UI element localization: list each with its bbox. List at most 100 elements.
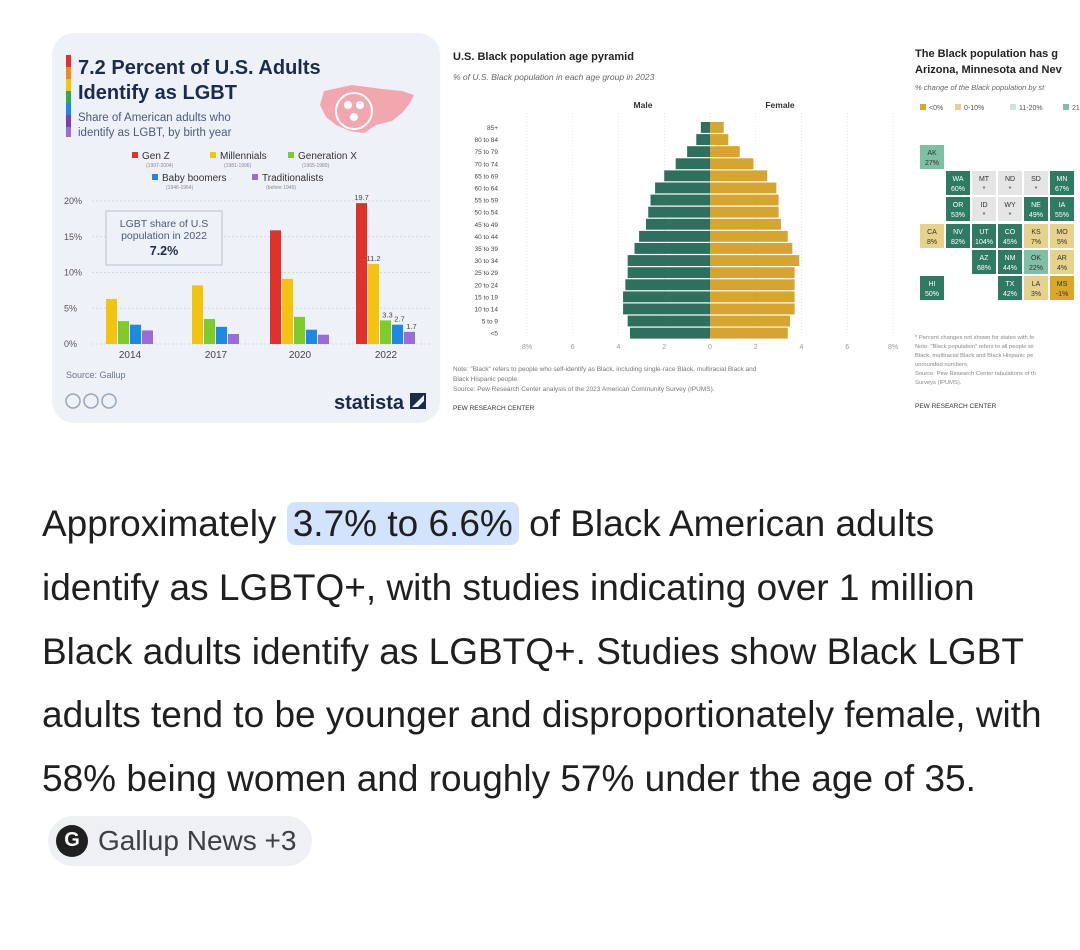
map-legend-label-1: 0-10% (964, 105, 984, 112)
tile-CA (920, 224, 944, 248)
tile-state-NE: NE (1031, 202, 1041, 209)
tile-AK (920, 145, 944, 169)
tile-OR (946, 197, 970, 221)
map-tiles: AK 27% WA 60% MT * ND * SD * MN 67% OR 53% ID * WY * NE 49%… (920, 145, 1074, 300)
tile-value-IA: 55% (1055, 212, 1069, 219)
pyr-male-9 (645, 218, 710, 230)
bar-2020-traditionalists (318, 334, 329, 344)
image-result-pew-map[interactable]: The Black population has g Arizona, Minn… (910, 33, 1080, 423)
tile-ND (998, 171, 1022, 195)
pyr-male-10 (648, 206, 710, 218)
pyr-male-11 (650, 194, 710, 206)
tile-NM (998, 250, 1022, 274)
tile-state-MN: MN (1057, 176, 1068, 183)
tile-SD (1024, 171, 1048, 195)
map-note-line4: unrounded numbers. (915, 362, 969, 368)
answer-highlight[interactable]: 3.7% to 6.6% (286, 502, 519, 545)
tile-MN (1050, 171, 1074, 195)
map-title-line2: Arizona, Minnesota and Nev (915, 64, 1063, 76)
bar-2014-baby-boomers (130, 324, 141, 344)
callout-line2: population in 2022 (121, 230, 207, 242)
statista-subtitle-line1: Share of American adults who (78, 112, 231, 124)
pyr-male-0 (629, 327, 710, 339)
pyr-female-8 (710, 230, 788, 242)
pyramid-note-line3: Source: Pew Research Center analysis of … (453, 386, 715, 393)
tile-MT (972, 171, 996, 195)
pyr-female-3 (710, 291, 795, 303)
lgbt-share-callout (105, 210, 223, 266)
pyr-male-7 (634, 243, 710, 254)
pyr-female-14 (710, 158, 754, 170)
pyr-xtick-0: 8% (522, 344, 532, 351)
legend-swatch-0 (132, 152, 138, 158)
pyr-male-16 (696, 134, 710, 145)
tile-state-NV: NV (953, 229, 963, 236)
tile-value-WA: 60% (951, 186, 965, 193)
image-result-statista[interactable]: 7.2 Percent of U.S. Adults Identify as L… (52, 33, 440, 423)
map-note-line2: Note: "Black population" refers to all p… (915, 344, 1034, 350)
us-map-icon (320, 85, 414, 133)
pyr-male-2 (623, 303, 710, 315)
statista-title-line2: Identify as LGBT (78, 82, 237, 104)
tile-value-MT: * (983, 186, 986, 193)
map-legend-label-3: 21- (1072, 105, 1080, 112)
tile-value-ID: * (983, 212, 986, 219)
map-pew-brand: PEW RESEARCH CENTER (915, 403, 997, 410)
tile-value-NM: 44% (1003, 265, 1017, 272)
pyr-female-16 (710, 134, 729, 145)
tile-WA (946, 171, 970, 195)
tile-state-MO: MO (1056, 229, 1068, 236)
pyr-female-15 (710, 146, 740, 158)
pyr-age-3: 15 to 19 (475, 294, 499, 301)
ytick-4: 20% (64, 196, 82, 206)
bar-2014-traditionalists (142, 330, 153, 344)
image-result-pew-pyramid[interactable]: U.S. Black population age pyramid % of U… (448, 33, 902, 423)
pyr-age-16: 80 to 84 (475, 137, 499, 144)
bar-2020-baby-boomers (306, 329, 317, 344)
source-chip[interactable]: G Gallup News +3 (48, 816, 313, 867)
bar-2022-gen-z (356, 203, 367, 344)
tile-state-UT: UT (979, 229, 989, 236)
tile-state-ID: ID (981, 202, 988, 209)
tile-state-MS: MS (1057, 281, 1068, 288)
tile-value-TX: 42% (1003, 291, 1017, 298)
pyr-male-12 (655, 182, 710, 194)
statista-infographic: 7.2 Percent of U.S. Adults Identify as L… (64, 55, 432, 414)
statista-logo: statista (334, 392, 405, 414)
pyr-age-17: 85+ (487, 125, 498, 132)
map-legend-swatch-2 (1010, 104, 1016, 110)
map-legend-label-0: <0% (929, 105, 943, 112)
legend-sub-2: (1965-1980) (302, 163, 330, 169)
tile-state-AK: AK (927, 150, 937, 157)
tile-KS (1024, 224, 1048, 248)
google-g-icon: G (56, 825, 88, 858)
pyr-xtick-7: 6 (845, 344, 849, 351)
tile-value-AR: 4% (1057, 265, 1067, 272)
tile-MO (1050, 224, 1074, 248)
tile-state-KS: KS (1031, 229, 1041, 236)
pyramid-note-line1: Note: "Black" refers to people who self-… (453, 366, 757, 373)
pyr-female-0 (710, 327, 788, 339)
bar-2020-gen-z (270, 230, 281, 344)
tile-state-CA: CA (927, 229, 937, 236)
tile-LA (1024, 276, 1048, 300)
map-legend-swatch-3 (1063, 104, 1069, 110)
tile-AZ (972, 250, 996, 274)
source-chip-label: Gallup News +3 (98, 825, 297, 857)
tile-state-OK: OK (1031, 255, 1041, 262)
tile-state-CO: CO (1005, 229, 1016, 236)
tile-value-CA: 8% (927, 239, 937, 246)
bar-label-baby-boomers: 2.7 (394, 315, 404, 324)
bar-2022-baby-boomers (392, 324, 403, 344)
pyr-male-6 (627, 255, 710, 266)
tile-WY (998, 197, 1022, 221)
xtick-2020: 2020 (289, 350, 312, 361)
bar-2022-generation-x (380, 320, 391, 344)
legend-swatch-4 (252, 174, 258, 180)
statista-source: Source: Gallup (66, 370, 126, 380)
tile-state-MT: MT (979, 176, 990, 183)
map-note-line3: Black, multiracial Black and Black Hispa… (915, 353, 1033, 359)
tile-ID (972, 197, 996, 221)
pyr-age-7: 35 to 39 (475, 246, 499, 253)
legend-label-4: Traditionalists (262, 173, 323, 184)
